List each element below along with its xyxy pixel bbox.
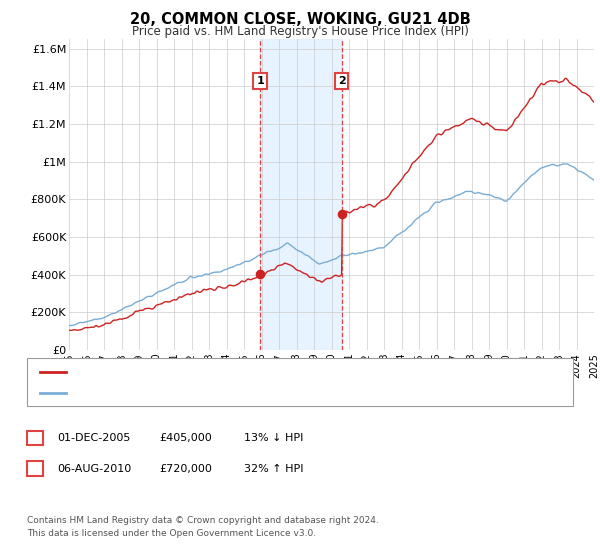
Text: HPI: Average price, detached house, Woking: HPI: Average price, detached house, Woki… (73, 388, 320, 398)
Text: £405,000: £405,000 (160, 433, 212, 443)
Bar (260, 39, 341, 350)
Text: Contains HM Land Registry data © Crown copyright and database right 2024.: Contains HM Land Registry data © Crown c… (27, 516, 379, 525)
Text: Price paid vs. HM Land Registry's House Price Index (HPI): Price paid vs. HM Land Registry's House … (131, 25, 469, 38)
Text: This data is licensed under the Open Government Licence v3.0.: This data is licensed under the Open Gov… (27, 529, 316, 538)
Text: 20, COMMON CLOSE, WOKING, GU21 4DB (detached house): 20, COMMON CLOSE, WOKING, GU21 4DB (deta… (73, 367, 408, 377)
Text: 2: 2 (338, 76, 346, 86)
Text: 13% ↓ HPI: 13% ↓ HPI (244, 433, 303, 443)
Text: £720,000: £720,000 (160, 464, 212, 474)
Text: 1: 1 (256, 76, 264, 86)
Point (255, 269, 265, 278)
Point (337, 210, 346, 219)
Text: 2: 2 (31, 464, 38, 474)
Text: 06-AUG-2010: 06-AUG-2010 (58, 464, 132, 474)
Text: 1: 1 (31, 433, 38, 443)
Text: 32% ↑ HPI: 32% ↑ HPI (244, 464, 303, 474)
Text: 20, COMMON CLOSE, WOKING, GU21 4DB: 20, COMMON CLOSE, WOKING, GU21 4DB (130, 12, 470, 27)
Text: 01-DEC-2005: 01-DEC-2005 (58, 433, 131, 443)
